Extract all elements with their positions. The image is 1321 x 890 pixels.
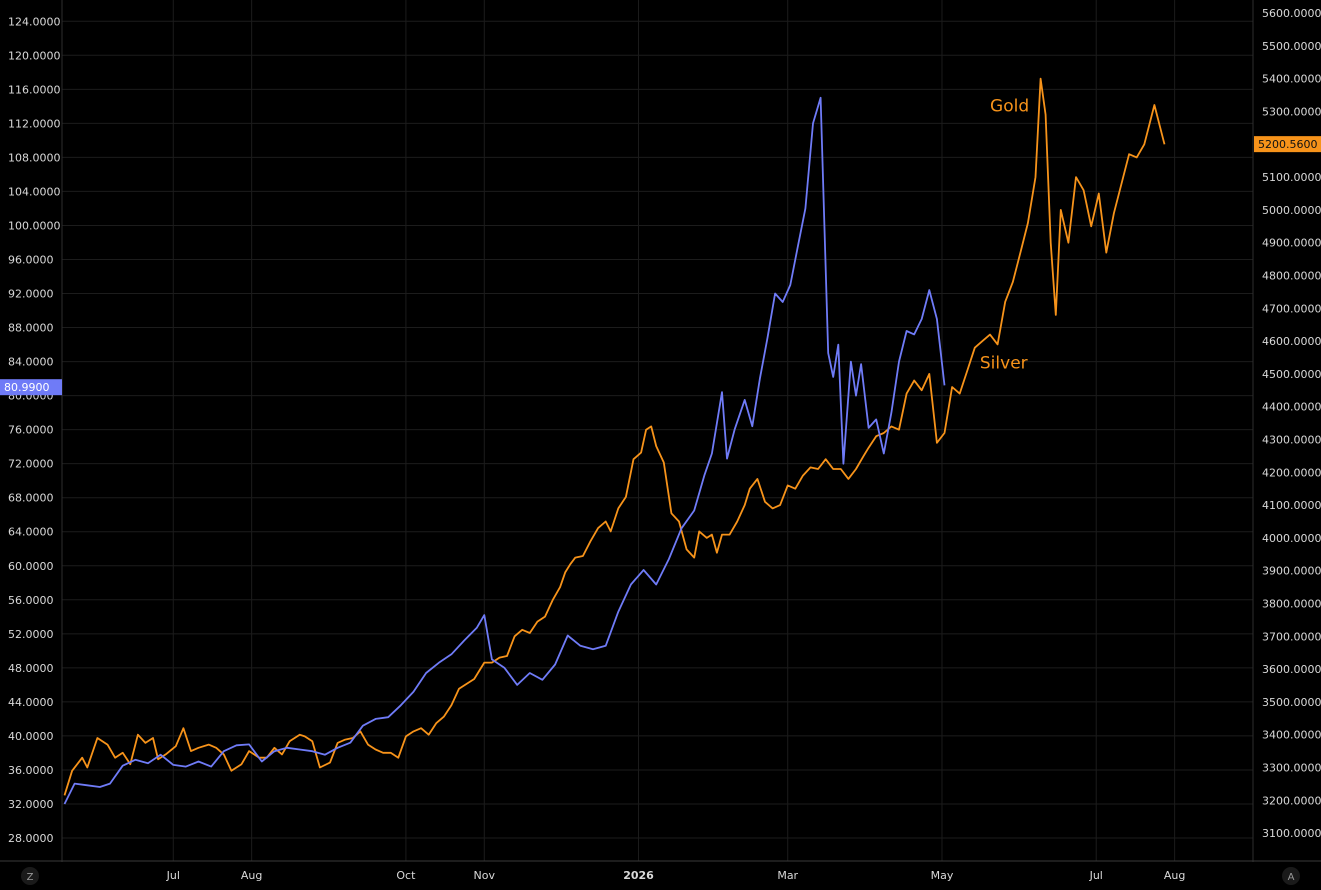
right-tick-label: 5000.0000: [1262, 204, 1321, 217]
right-tick-label: 4500.0000: [1262, 368, 1321, 381]
right-tick-label: 4600.0000: [1262, 335, 1321, 348]
x-tick-label: Oct: [396, 869, 416, 882]
x-tick-label: Jul: [166, 869, 180, 882]
right-tick-label: 5400.0000: [1262, 73, 1321, 86]
left-tick-label: 124.0000: [8, 15, 61, 28]
x-tick-label: May: [931, 869, 954, 882]
last-value-badge-gold: 5200.5600: [1254, 136, 1321, 153]
label-gold: Gold: [990, 97, 1029, 117]
x-tick-label: Mar: [777, 869, 798, 882]
x-tick-label: Nov: [474, 869, 496, 882]
right-tick-label: 5600.0000: [1262, 7, 1321, 20]
right-tick-label: 5300.0000: [1262, 106, 1321, 119]
left-tick-label: 104.0000: [8, 185, 61, 198]
grid: [62, 0, 1253, 861]
right-axis-ticks: 3100.0000 3200.0000 3300.0000 3400.0000 3500…: [1262, 7, 1321, 840]
left-tick-label: 96.0000: [8, 253, 54, 266]
series-layer: [63, 77, 1166, 805]
badge-value: 5200.5600: [1258, 138, 1318, 151]
left-tick-label: 60.0000: [8, 560, 54, 573]
badge-bg: [0, 379, 62, 396]
right-tick-label: 5100.0000: [1262, 171, 1321, 184]
right-tick-label: 3100.0000: [1262, 827, 1321, 840]
corner-left-button[interactable]: Z: [21, 867, 39, 885]
left-tick-label: 52.0000: [8, 628, 54, 641]
right-tick-label: 3200.0000: [1262, 794, 1321, 807]
left-tick-label: 72.0000: [8, 458, 54, 471]
left-tick-label: 92.0000: [8, 288, 54, 301]
left-tick-label: 116.0000: [8, 83, 61, 96]
left-tick-label: 120.0000: [8, 49, 61, 62]
left-tick-label: 112.0000: [8, 117, 61, 130]
x-tick-label: Aug: [241, 869, 262, 882]
left-tick-label: 88.0000: [8, 322, 54, 335]
left-tick-label: 44.0000: [8, 696, 54, 709]
right-tick-label: 3900.0000: [1262, 565, 1321, 578]
x-tick-label: 2026: [623, 869, 654, 882]
left-tick-label: 28.0000: [8, 832, 54, 845]
right-tick-label: 5500.0000: [1262, 40, 1321, 53]
right-tick-label: 3500.0000: [1262, 696, 1321, 709]
corner-left-label: Z: [27, 872, 34, 883]
right-tick-label: 4100.0000: [1262, 499, 1321, 512]
right-tick-label: 4200.0000: [1262, 466, 1321, 479]
left-tick-label: 108.0000: [8, 151, 61, 164]
corner-right-button[interactable]: A: [1282, 867, 1300, 885]
left-tick-label: 84.0000: [8, 356, 54, 369]
right-tick-label: 4700.0000: [1262, 302, 1321, 315]
series-line-gold: [63, 77, 1166, 796]
right-tick-label: 3600.0000: [1262, 663, 1321, 676]
x-tick-label: Jul: [1089, 869, 1103, 882]
left-tick-label: 48.0000: [8, 662, 54, 675]
left-tick-label: 64.0000: [8, 526, 54, 539]
left-tick-label: 76.0000: [8, 424, 54, 437]
right-tick-label: 4000.0000: [1262, 532, 1321, 545]
right-tick-label: 3400.0000: [1262, 729, 1321, 742]
series-labels: Gold Silver: [980, 97, 1029, 374]
series-line-silver: [63, 96, 946, 805]
last-value-badge-silver: 80.9900: [0, 379, 62, 396]
badge-value: 80.9900: [4, 381, 50, 394]
right-tick-label: 3300.0000: [1262, 762, 1321, 775]
left-tick-label: 100.0000: [8, 219, 61, 232]
right-tick-label: 4400.0000: [1262, 401, 1321, 414]
badge-bg: [1254, 136, 1321, 153]
right-tick-label: 3700.0000: [1262, 630, 1321, 643]
x-axis-ticks: Jul Aug Oct Nov 2026 Mar May Jul Aug: [166, 869, 1186, 882]
left-tick-label: 36.0000: [8, 764, 54, 777]
left-tick-label: 56.0000: [8, 594, 54, 607]
corner-right-label: A: [1288, 872, 1295, 883]
right-tick-label: 4800.0000: [1262, 270, 1321, 283]
right-tick-label: 3800.0000: [1262, 598, 1321, 611]
left-axis-ticks: 28.0000 32.0000 36.0000 40.0000 44.0000 48.00…: [8, 15, 61, 845]
left-tick-label: 32.0000: [8, 798, 54, 811]
right-tick-label: 4900.0000: [1262, 237, 1321, 250]
label-silver: Silver: [980, 353, 1028, 373]
x-tick-label: Aug: [1164, 869, 1185, 882]
left-tick-label: 68.0000: [8, 492, 54, 505]
left-tick-label: 40.0000: [8, 730, 54, 743]
last-value-badges: 5200.5600 80.9900: [0, 136, 1321, 396]
right-tick-label: 4300.0000: [1262, 434, 1321, 447]
